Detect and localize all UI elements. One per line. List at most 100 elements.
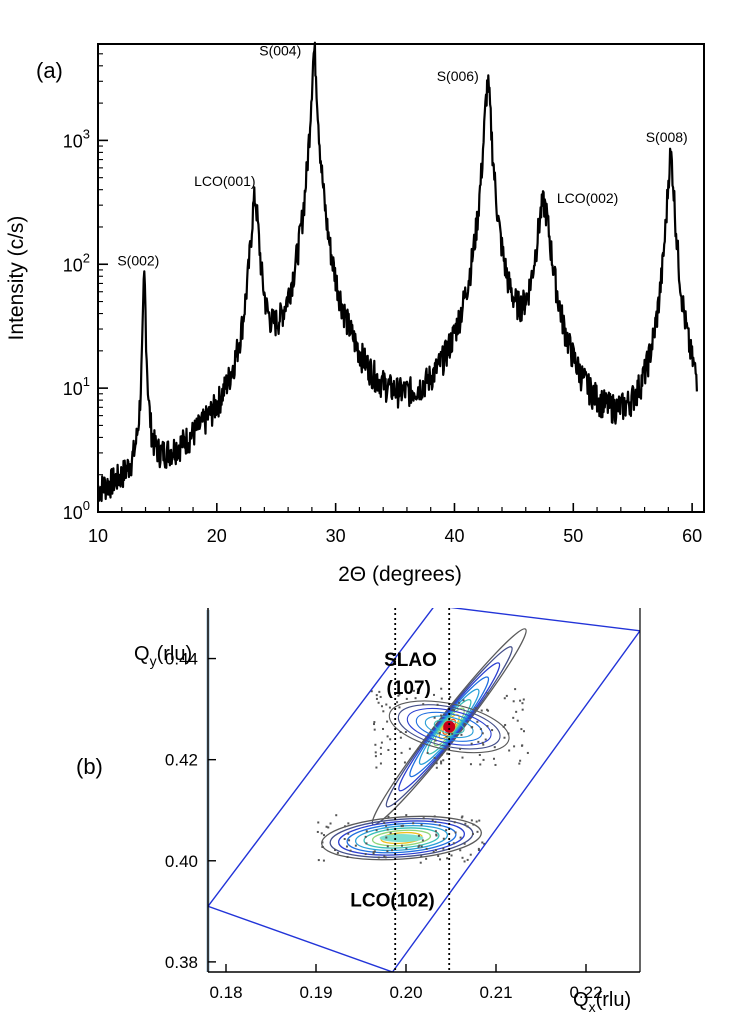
noise-speck (491, 729, 494, 732)
noise-speck (445, 735, 448, 738)
noise-speck (434, 820, 437, 823)
noise-speck (425, 847, 428, 850)
chart-a: (a) 10 20 30 40 50 60 100 101 102 103 S(002) LCO(0… (5, 41, 705, 586)
noise-speck (322, 859, 325, 862)
noise-speck (412, 689, 415, 692)
noise-speck (503, 736, 506, 739)
contour-slao-diffuse (433, 719, 465, 735)
noise-speck (379, 752, 382, 755)
noise-speck (440, 760, 443, 763)
noise-speck (400, 825, 403, 828)
noise-speck (445, 829, 448, 832)
noise-speck (507, 732, 510, 735)
noise-speck (479, 728, 482, 731)
noise-speck (374, 743, 377, 746)
noise-speck (374, 755, 377, 758)
noise-speck (399, 736, 402, 739)
noise-speck (458, 701, 461, 704)
noise-speck (346, 855, 349, 858)
peak-annotation: SLAO (384, 650, 437, 671)
noise-speck (512, 716, 515, 719)
noise-speck (425, 857, 428, 860)
contour-slao (418, 688, 480, 765)
noise-speck (461, 856, 464, 859)
noise-speck (419, 861, 422, 864)
y-tick-label-b: 0.40 (165, 852, 198, 871)
panel-label-b: (b) (76, 754, 103, 779)
noise-speck (385, 824, 388, 827)
contour-slao (398, 662, 501, 792)
noise-speck (388, 706, 391, 709)
noise-speck (434, 849, 437, 852)
noise-speck (440, 714, 443, 717)
noise-speck (372, 852, 375, 855)
contour-slao (409, 676, 490, 778)
noise-speck (422, 817, 425, 820)
noise-speck (470, 819, 473, 822)
noise-speck (387, 815, 390, 818)
x-tick-label-b: 0.21 (479, 983, 512, 1002)
noise-speck (492, 757, 495, 760)
intensity-curve (96, 41, 698, 503)
peak-max-slao (443, 720, 456, 733)
noise-speck (391, 849, 394, 852)
panel-label-a: (a) (36, 58, 63, 83)
noise-speck (325, 825, 328, 828)
noise-speck (386, 828, 389, 831)
noise-speck (322, 834, 325, 837)
peak-label: LCO(002) (557, 190, 618, 206)
noise-speck (378, 690, 381, 693)
noise-speck (463, 842, 466, 845)
noise-speck (418, 844, 421, 847)
peak-label: S(006) (437, 68, 479, 84)
noise-speck (463, 860, 466, 863)
noise-speck (446, 857, 449, 860)
peak-label: S(008) (646, 129, 688, 145)
noise-speck (471, 833, 474, 836)
noise-speck (344, 825, 347, 828)
x-tick-label-a: 30 (326, 526, 346, 546)
noise-speck (334, 849, 337, 852)
x-tick-label-a: 20 (207, 526, 227, 546)
noise-speck (420, 823, 423, 826)
noise-speck (433, 716, 436, 719)
noise-speck (386, 850, 389, 853)
contour-lco (337, 820, 466, 856)
noise-speck (463, 722, 466, 725)
contour-lco (321, 815, 482, 861)
noise-speck (399, 731, 402, 734)
noise-speck (385, 703, 388, 706)
noise-speck (449, 696, 452, 699)
noise-speck (508, 749, 511, 752)
noise-speck (493, 746, 496, 749)
noise-speck (438, 732, 441, 735)
noise-speck (417, 845, 420, 848)
noise-speck (321, 841, 324, 844)
peak-max-lco (379, 834, 424, 843)
x-tick-label-a: 40 (444, 526, 464, 546)
noise-speck (522, 698, 525, 701)
noise-speck (446, 752, 449, 755)
contour-slao-diffuse (388, 700, 510, 754)
noise-speck (479, 763, 482, 766)
noise-speck (321, 845, 324, 848)
noise-speck (365, 842, 368, 845)
noise-speck (478, 753, 481, 756)
noise-speck (364, 835, 367, 838)
noise-speck (382, 710, 385, 713)
noise-speck (364, 853, 367, 856)
noise-speck (374, 751, 377, 754)
noise-speck (504, 723, 507, 726)
chart-b: (b) 0.18 0.19 0.20 0.21 0.22 0.38 0.40 0.42 0.44… (76, 608, 641, 1015)
noise-speck (387, 749, 390, 752)
noise-speck (375, 697, 378, 700)
noise-speck (520, 728, 523, 731)
noise-speck (373, 723, 376, 726)
noise-speck (440, 697, 443, 700)
noise-speck (482, 758, 485, 761)
noise-speck (372, 851, 375, 854)
noise-speck (433, 815, 436, 818)
noise-speck (414, 697, 417, 700)
x-tick-label-b: 0.18 (209, 983, 242, 1002)
